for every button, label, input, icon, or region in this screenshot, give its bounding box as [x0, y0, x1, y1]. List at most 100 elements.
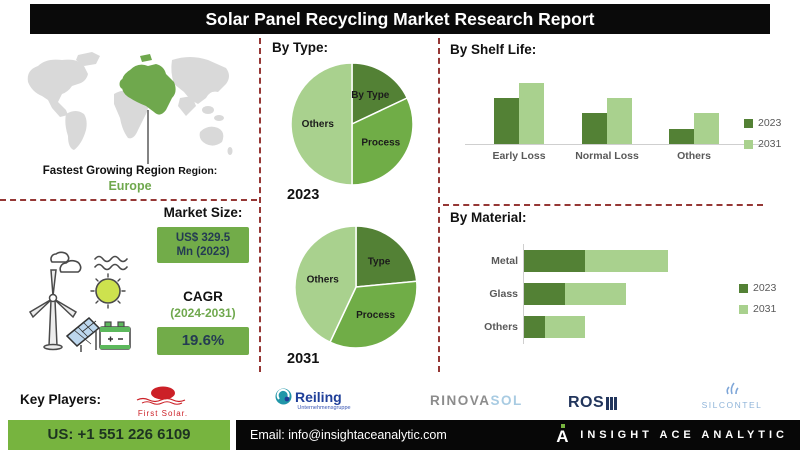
- rosi-logo: ROS: [568, 394, 617, 412]
- wind-wave-icon: [94, 255, 128, 263]
- bar-glass-2031: [565, 283, 626, 305]
- material-stacked-bar-chart: [523, 244, 683, 344]
- bar-early-loss-2031: [519, 82, 544, 144]
- bar-others-2023: [669, 128, 694, 144]
- pie-slice-process: [351, 97, 414, 186]
- rinovasol-logo: RINOVASOL: [430, 393, 523, 408]
- divider-vertical-left: [259, 38, 261, 372]
- pie-slice-type: [355, 225, 418, 288]
- phone-contact: US: +1 551 226 6109: [8, 420, 230, 450]
- email-contact: Email: info@insightaceanalytic.com: [250, 428, 447, 442]
- legend-swatch-2023: [744, 118, 753, 128]
- region-label-suffix: Region:: [178, 165, 218, 177]
- region-value: Europe: [108, 179, 152, 193]
- brand-initial: A: [556, 427, 569, 446]
- silcontel-flame-icon: [726, 382, 739, 395]
- pie-year-label-2031: 2031: [287, 351, 320, 367]
- divider-horizontal-right: [443, 204, 763, 206]
- first-solar-sun-icon: [136, 386, 186, 405]
- legend-label: 2031: [758, 138, 782, 150]
- page-title: Solar Panel Recycling Market Research Re…: [30, 4, 770, 34]
- cagr-period: (2024-2031): [170, 306, 236, 320]
- europe-highlight-region: [119, 54, 176, 115]
- legend-label: 2023: [753, 282, 777, 294]
- shelf-life-legend: 2023 2031: [744, 117, 781, 159]
- bar-others-2031: [694, 113, 719, 144]
- bar-metal-2023: [524, 250, 585, 272]
- pie-year-label-2023: 2023: [287, 187, 320, 203]
- legend-swatch-2031: [744, 139, 753, 149]
- pie-slice-label: Others: [302, 119, 335, 130]
- legend-item: 2023: [739, 282, 776, 294]
- wind-wave-icon: [94, 263, 128, 271]
- rinovasol-logo-text-1: RINOVA: [430, 393, 491, 408]
- first-solar-logo-text: First Solar.: [137, 409, 189, 418]
- bar-normal-loss-2023: [582, 113, 607, 144]
- pie-slice-others: [290, 62, 353, 186]
- legend-item: 2023: [744, 117, 781, 129]
- renewable-energy-illustration: [28, 251, 131, 352]
- reiling-logo: Reiling Unternehmensgruppe: [275, 388, 355, 411]
- pie-chart-2031: Type Process Others: [294, 225, 418, 349]
- market-size-value-line2: Mn (2023): [176, 246, 230, 258]
- rinovasol-logo-text-2: SOL: [490, 393, 523, 408]
- legend-swatch-2023: [739, 283, 748, 293]
- silcontel-logo: SILCONTEL: [700, 382, 764, 410]
- category-label: Others: [484, 321, 518, 333]
- bar-others-2031: [545, 316, 585, 338]
- pie-slice-label: Type: [368, 257, 391, 268]
- brand-name: INSIGHT ACE ANALYTIC: [580, 429, 788, 441]
- reiling-circle-icon: [275, 388, 292, 405]
- rosi-logo-text: ROS: [568, 394, 605, 411]
- bar-early-loss-2023: [494, 98, 519, 144]
- first-solar-logo: First Solar.: [131, 386, 195, 418]
- cagr-heading: CAGR: [183, 289, 223, 304]
- legend-item: 2031: [739, 303, 776, 315]
- pie-slice-others: [294, 225, 357, 344]
- cloud-icon: [59, 259, 82, 273]
- pie-chart-2023: By Type Process Others: [290, 62, 414, 186]
- cloud-icon: [50, 251, 70, 263]
- market-size-block: Market Size: US$ 329.5 Mn (2023) CAGR (2…: [148, 205, 258, 355]
- pie-slice-process: [329, 280, 418, 349]
- category-label: Others: [677, 150, 711, 162]
- bar-metal-2031: [585, 250, 668, 272]
- pie-slice-by-type: [351, 62, 409, 126]
- solar-panel-icon: [65, 316, 101, 352]
- wind-turbine-icon: [28, 269, 78, 351]
- silcontel-logo-text: SILCONTEL: [701, 400, 763, 410]
- legend-swatch-2031: [739, 304, 748, 314]
- insight-ace-logo-icon: A: [556, 423, 570, 447]
- market-size-value-box: US$ 329.5 Mn (2023): [157, 227, 249, 263]
- shelf-life-bar-chart: [465, 78, 765, 145]
- market-size-heading: Market Size:: [163, 205, 243, 220]
- key-players-heading: Key Players:: [20, 392, 102, 407]
- battery-icon: [99, 321, 131, 350]
- pie-slice-label: Process: [356, 310, 395, 321]
- fastest-growing-region-block: Fastest Growing Region Region: Europe: [25, 165, 235, 193]
- category-label: Early Loss: [492, 150, 546, 162]
- divider-vertical-right: [438, 38, 440, 372]
- material-legend: 2023 2031: [739, 282, 776, 324]
- category-label: Metal: [491, 255, 518, 267]
- pie-slice-label: By Type: [351, 90, 390, 101]
- shelf-life-category-labels: Early Loss Normal Loss Others: [465, 150, 765, 164]
- legend-label: 2023: [758, 117, 782, 129]
- by-shelf-life-title: By Shelf Life:: [450, 42, 537, 57]
- sun-icon: [90, 273, 126, 309]
- legend-label: 2031: [753, 303, 777, 315]
- rosi-bars-icon: [606, 396, 617, 410]
- bar-normal-loss-2031: [607, 98, 632, 144]
- pie-slice-label: Process: [361, 137, 400, 148]
- bar-others-2023: [524, 316, 545, 338]
- brand-group: A INSIGHT ACE ANALYTIC: [556, 420, 788, 450]
- brand-green-dot: [561, 424, 566, 428]
- by-material-title: By Material:: [450, 210, 527, 225]
- world-map: [27, 52, 233, 164]
- divider-horizontal-left: [0, 199, 257, 201]
- footer-bar: Email: info@insightaceanalytic.com A INS…: [236, 420, 800, 450]
- bar-glass-2023: [524, 283, 565, 305]
- pie-slice-label: Others: [307, 275, 340, 286]
- category-label: Glass: [489, 288, 518, 300]
